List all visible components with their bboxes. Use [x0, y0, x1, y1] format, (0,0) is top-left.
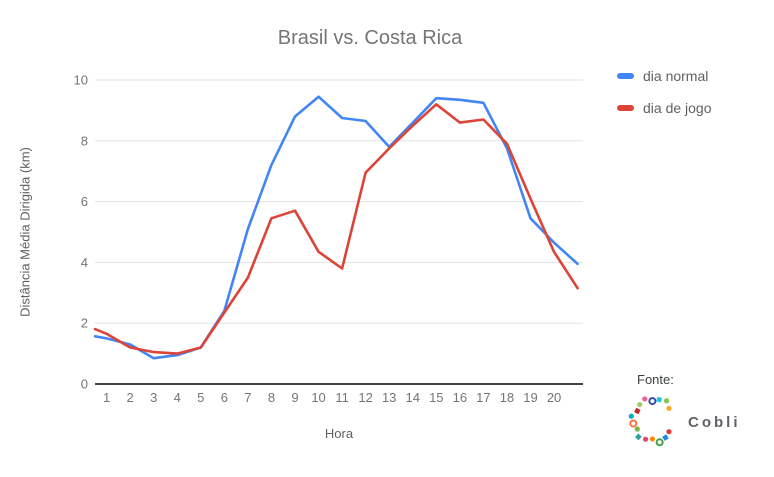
y-axis-title: Distância Média Dirigida (km): [17, 147, 33, 317]
logo-dot: [634, 426, 640, 432]
legend-swatch-dia-de-jogo-icon: [617, 105, 634, 111]
logo-dot: [656, 396, 663, 403]
logo-dot: [655, 438, 664, 447]
logo-dot: [648, 397, 657, 406]
logo-dot: [666, 405, 672, 411]
cobli-logo-icon: [628, 396, 672, 447]
y-tick-label: 6: [81, 194, 88, 209]
chart-title: Brasil vs. Costa Rica: [277, 27, 463, 49]
x-tick-label: 4: [174, 390, 181, 405]
y-tick-label: 0: [81, 377, 88, 392]
x-tick-label: 19: [523, 390, 537, 405]
x-tick-label: 16: [453, 390, 467, 405]
source-label: Fonte:: [637, 372, 674, 387]
x-tick-label: 17: [476, 390, 490, 405]
logo-dot: [634, 407, 641, 415]
logo-dot: [663, 398, 670, 404]
y-tick-label: 4: [81, 255, 88, 270]
logo-dot: [649, 436, 656, 442]
x-tick-label: 8: [268, 390, 275, 405]
x-tick-label: 15: [429, 390, 443, 405]
logo-dot: [662, 434, 669, 441]
x-tick-label: 9: [291, 390, 298, 405]
legend-label-dia-de-jogo: dia de jogo: [643, 100, 712, 116]
logo-dot: [642, 396, 648, 402]
logo-dot: [637, 401, 643, 408]
logo-dot: [628, 413, 634, 419]
y-tick-label: 8: [81, 133, 88, 148]
x-tick-label: 12: [358, 390, 372, 405]
x-tick-label: 18: [500, 390, 514, 405]
series-line-dia-de-jogo: [93, 103, 579, 355]
x-tick-label: 6: [221, 390, 228, 405]
x-tick-label: 14: [406, 390, 420, 405]
brand-name: Cobli: [688, 414, 741, 431]
x-tick-label: 20: [547, 390, 561, 405]
y-tick-label: 10: [74, 73, 88, 88]
legend-label-dia-normal: dia normal: [643, 68, 709, 84]
legend-item-dia-normal: dia normal: [617, 67, 708, 85]
x-tick-label: 3: [150, 390, 157, 405]
y-tick-label: 2: [81, 316, 88, 331]
logo-dot: [635, 433, 642, 441]
logo-dot: [629, 419, 638, 428]
x-tick-label: 1: [103, 390, 110, 405]
x-tick-label: 5: [197, 390, 204, 405]
x-tick-label: 2: [127, 390, 134, 405]
x-tick-label: 7: [244, 390, 251, 405]
legend-swatch-dia-normal-icon: [617, 73, 634, 79]
x-tick-label: 13: [382, 390, 396, 405]
logo-dot: [666, 429, 672, 435]
legend-item-dia-de-jogo: dia de jogo: [617, 99, 712, 117]
x-axis-title: Hora: [324, 426, 354, 441]
x-tick-label: 10: [311, 390, 325, 405]
series-line-dia-normal: [93, 95, 579, 360]
x-tick-label: 11: [335, 390, 349, 405]
logo-dot: [642, 436, 649, 442]
